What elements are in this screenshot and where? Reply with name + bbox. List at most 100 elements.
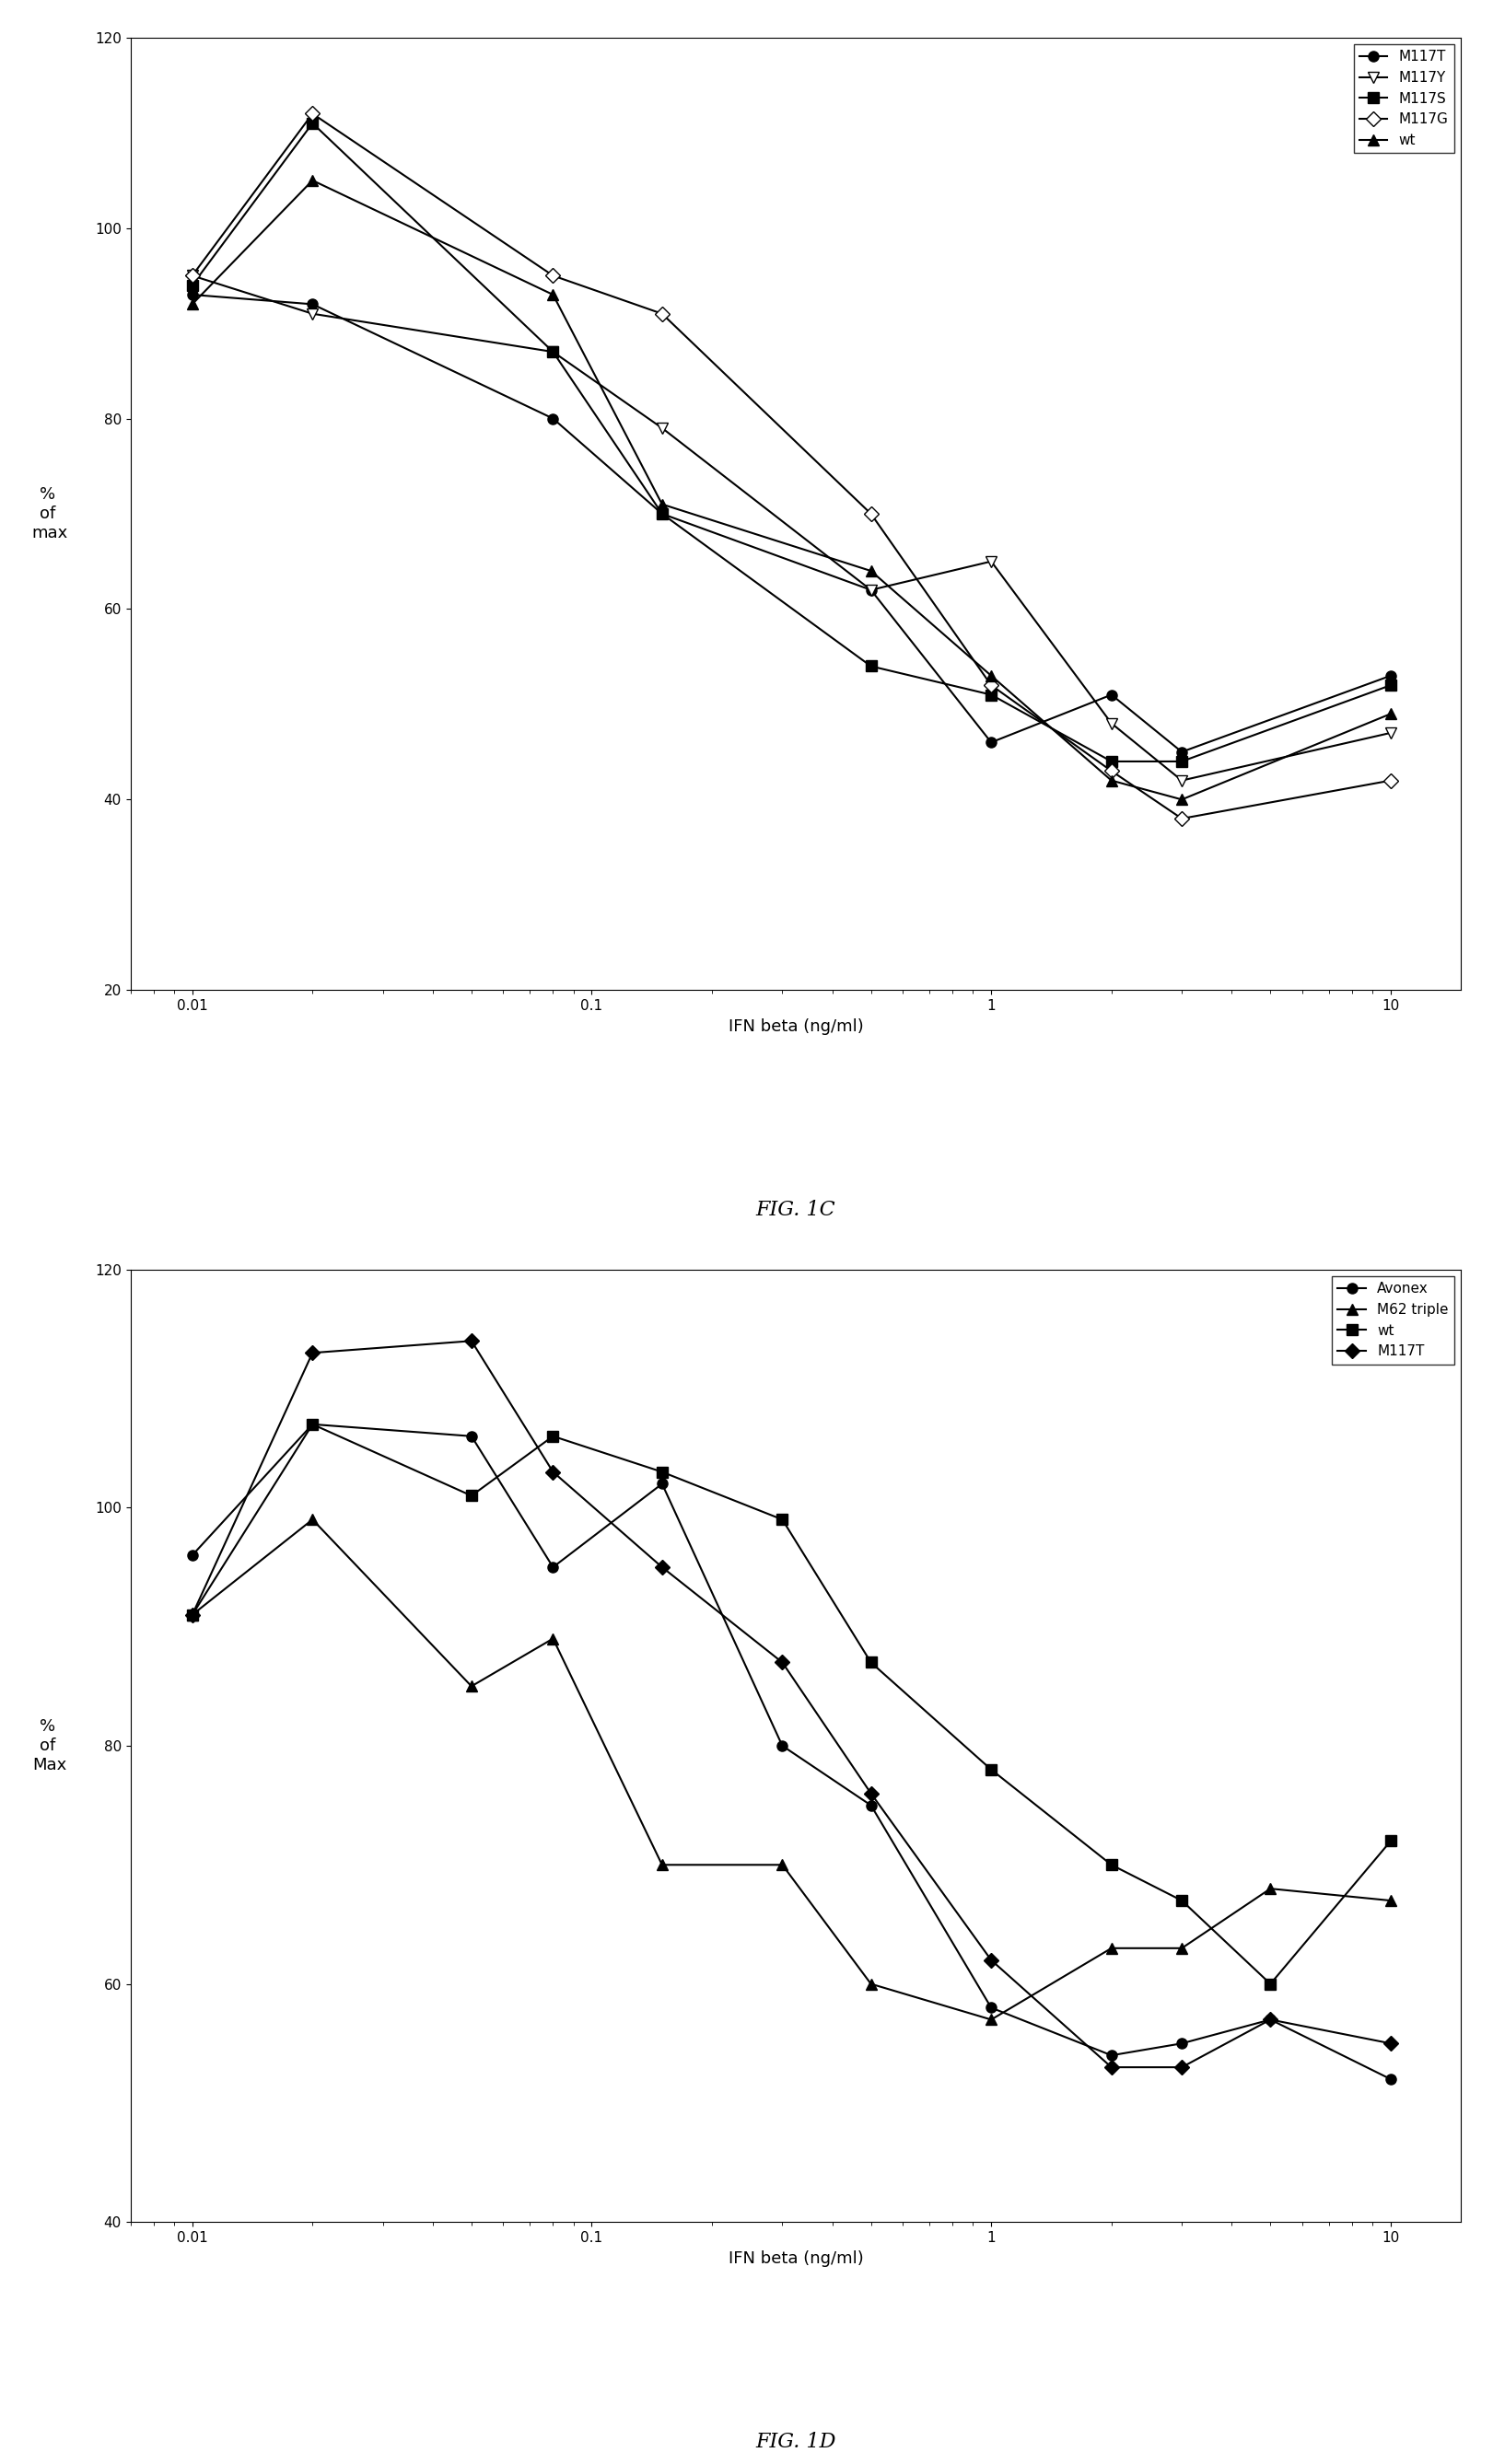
M117T [1381,2028,1399,2057]
M117T [861,574,879,604]
Avonex [1262,2006,1280,2035]
M117T [982,727,1000,756]
M62 triple [303,1506,321,1535]
Avonex [982,1993,1000,2023]
M117Y [1102,710,1120,739]
Line: M117S: M117S [187,118,1396,766]
wt [543,1422,561,1451]
M62 triple [652,1850,670,1880]
wt [184,1599,202,1629]
wt [184,288,202,318]
M117T [1381,660,1399,690]
wt [652,490,670,520]
M117S [184,271,202,301]
M117Y [303,298,321,328]
Line: wt: wt [187,1419,1396,1988]
M117T [1173,2053,1191,2082]
M62 triple [1102,1934,1120,1964]
wt [861,557,879,586]
X-axis label: IFN beta (ng/ml): IFN beta (ng/ml) [729,2250,863,2267]
Text: FIG. 1D: FIG. 1D [755,2432,836,2452]
wt [1381,1826,1399,1855]
M117G [861,500,879,530]
M62 triple [982,2006,1000,2035]
wt [1102,1850,1120,1880]
M62 triple [463,1671,481,1700]
M62 triple [543,1624,561,1653]
wt [982,660,1000,690]
X-axis label: IFN beta (ng/ml): IFN beta (ng/ml) [729,1018,863,1035]
M117T [1173,737,1191,766]
M117Y [861,574,879,604]
Avonex [1381,2065,1399,2094]
M117S [1381,670,1399,700]
Avonex [1173,2028,1191,2057]
M117G [303,99,321,128]
Avonex [861,1791,879,1821]
M117S [861,650,879,680]
Avonex [652,1469,670,1498]
Legend: M117T, M117Y, M117S, M117G, wt: M117T, M117Y, M117S, M117G, wt [1354,44,1454,153]
M117G [1173,803,1191,833]
M117T [543,1456,561,1486]
M117S [303,108,321,138]
Line: M117T: M117T [187,1335,1396,2072]
M62 triple [184,1599,202,1629]
M117T [652,1552,670,1582]
M117Y [982,547,1000,577]
M117T [543,404,561,434]
M117G [543,261,561,291]
M117Y [543,338,561,367]
Line: M117T: M117T [187,291,1396,756]
Text: FIG. 1C: FIG. 1C [755,1200,836,1220]
M117Y [652,414,670,444]
wt [1173,1885,1191,1915]
M117T [982,1944,1000,1974]
wt [463,1481,481,1510]
Line: M62 triple: M62 triple [187,1515,1396,2025]
wt [982,1754,1000,1784]
M117T [1262,2006,1280,2035]
Avonex [773,1732,791,1762]
M117T [1102,2053,1120,2082]
M117Y [184,261,202,291]
M117G [184,261,202,291]
Y-axis label: % 
of 
max: % of max [31,485,69,542]
Line: wt: wt [187,175,1396,806]
Avonex [463,1422,481,1451]
M117T [652,500,670,530]
Line: M117G: M117G [187,108,1396,823]
M117T [463,1326,481,1355]
M117G [1102,756,1120,786]
M117S [1173,747,1191,776]
M117S [982,680,1000,710]
wt [1173,784,1191,813]
Avonex [1102,2040,1120,2070]
M117Y [1381,717,1399,747]
wt [652,1456,670,1486]
wt [861,1648,879,1678]
M117T [773,1648,791,1678]
wt [1381,700,1399,729]
M117T [1102,680,1120,710]
Legend: Avonex, M62 triple, wt, M117T: Avonex, M62 triple, wt, M117T [1332,1276,1454,1365]
M117T [303,288,321,318]
M117S [543,338,561,367]
M117T [184,1599,202,1629]
M117T [861,1779,879,1809]
wt [303,1409,321,1439]
M117T [303,1338,321,1368]
M117G [652,298,670,328]
wt [773,1506,791,1535]
M117G [1381,766,1399,796]
Avonex [303,1409,321,1439]
Y-axis label: % 
of 
Max: % of Max [33,1717,67,1774]
M62 triple [1173,1934,1191,1964]
wt [1262,1969,1280,1998]
wt [303,165,321,195]
M117T [184,281,202,310]
M117S [1102,747,1120,776]
Avonex [184,1540,202,1570]
Avonex [543,1552,561,1582]
M62 triple [1381,1885,1399,1915]
